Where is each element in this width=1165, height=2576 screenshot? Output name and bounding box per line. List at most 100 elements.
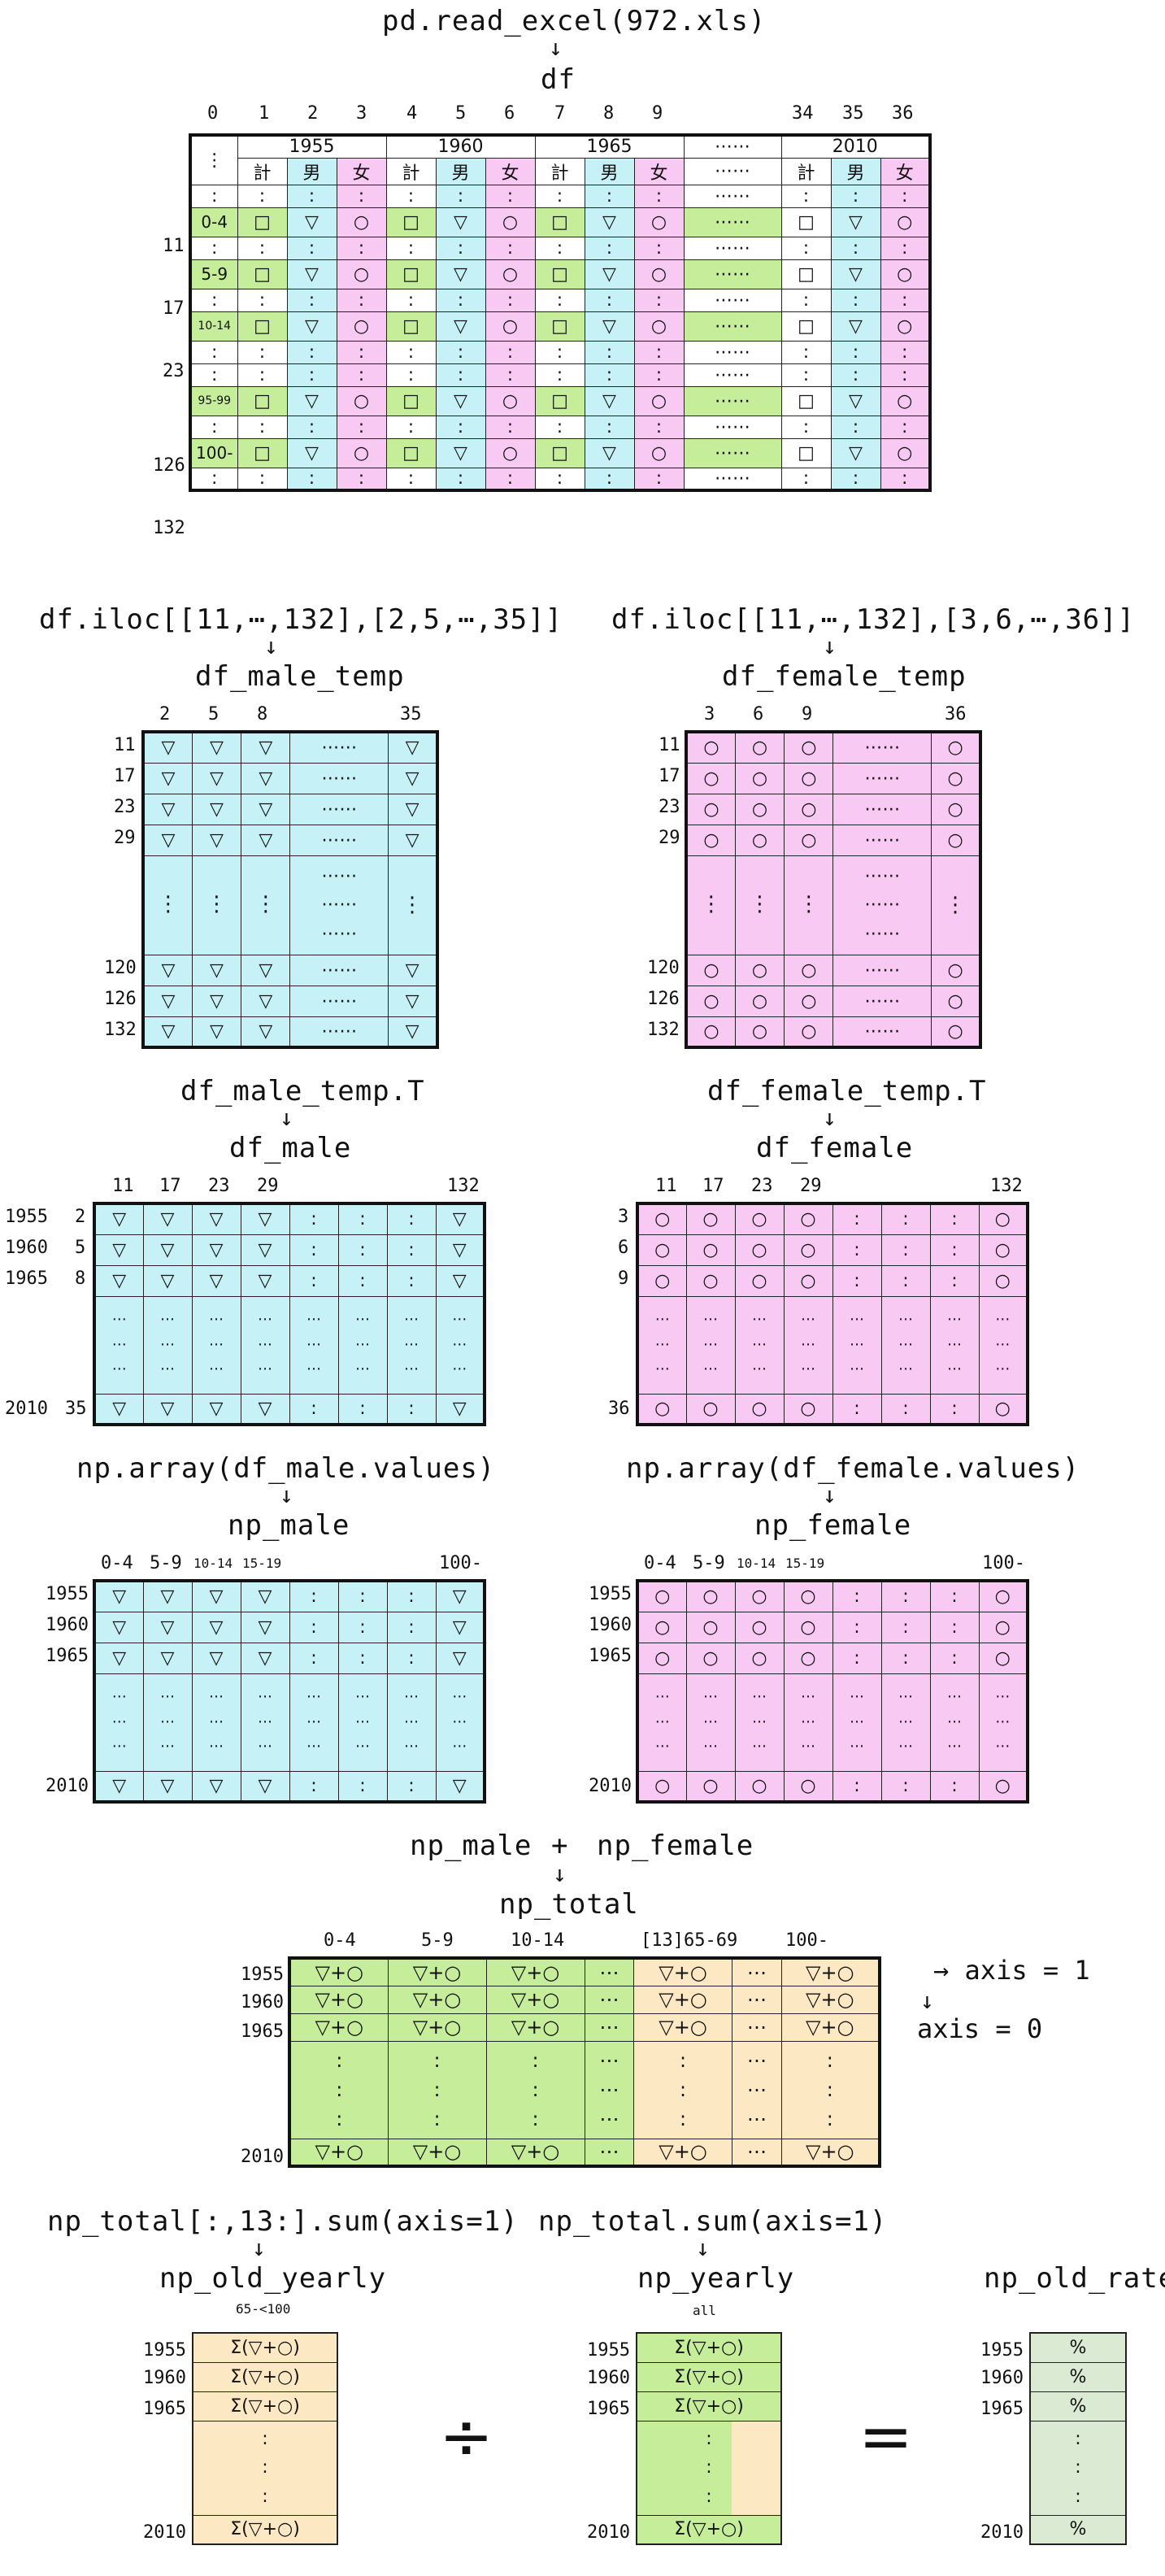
dot-cell: : [880, 1611, 931, 1643]
value-cell: ▽ [435, 1642, 485, 1674]
table-row: ○ ○ ○ ○::: ○ [637, 1393, 1028, 1425]
grid-cell: : [485, 340, 536, 364]
np-yearly-sub: all [693, 2303, 716, 2318]
table-row: Σ(▽+○) [192, 2361, 338, 2392]
grid-cell: : [534, 184, 585, 208]
col-age: 10-14 [511, 1930, 565, 1951]
grid-cell: : [485, 288, 536, 312]
value-cell: ○ [685, 1393, 736, 1425]
grid-cell: : [435, 415, 486, 439]
grid-cell: : [780, 467, 832, 491]
value-cell: ○ [734, 1642, 785, 1674]
dot-cell: : [929, 1642, 980, 1674]
value-cell: ○ [978, 1203, 1028, 1235]
year-label: 1960 [241, 1992, 284, 2012]
male-value: ▽ [286, 437, 337, 468]
plus-operator: + [551, 1830, 569, 1862]
dot-cell: : [337, 1234, 388, 1266]
value-cell: ○ [637, 1642, 687, 1674]
value-cell: ▽ [93, 1234, 144, 1266]
value-cell: ○ [734, 985, 785, 1017]
result-cell: Σ(▽+○) [192, 2391, 338, 2422]
grid-cell: ⋮ [191, 855, 242, 955]
col-index: 5 [208, 704, 220, 724]
dot-cell: : [386, 1203, 437, 1235]
grid-cell: : [385, 236, 437, 260]
value-cell: ▽ [93, 1611, 144, 1643]
col-index: 6 [753, 704, 764, 724]
ellipsis-cell: ⋯⋯ [683, 467, 782, 491]
grid-cell: : [189, 467, 238, 491]
grid-cell: ⋮ [189, 134, 238, 185]
grid-cell: ⋯ ⋯ ⋯ [435, 1673, 485, 1772]
dot-cell: : [289, 1770, 339, 1803]
grid-cell: : [584, 340, 635, 364]
value-cell: ○ [734, 1611, 785, 1643]
grid-cell: : [485, 184, 536, 208]
table-row: Σ(▽+○) [192, 2332, 338, 2363]
grid-cell: : [237, 184, 288, 208]
grid-cell: : [385, 288, 437, 312]
grid-cell: : [534, 467, 585, 491]
total-value: □ [780, 207, 832, 237]
total-value: □ [237, 259, 288, 289]
table-row: ▽ ▽ ▽ ▽::: ▽ [93, 1770, 485, 1803]
col-index: 23 [208, 1176, 230, 1196]
np-old-rate-table: %%%: : :% [1029, 2332, 1127, 2545]
value-cell: ○ [978, 1770, 1028, 1803]
result-cell: Σ(▽+○) [636, 2332, 782, 2363]
row-index: 8 [75, 1268, 86, 1289]
grid-cell: ⋯ ⋯ ⋯ [289, 1673, 339, 1772]
dot-cell: : [929, 1393, 980, 1425]
dot-cell: : [832, 1234, 882, 1266]
grid-cell: : : : [780, 2040, 880, 2139]
value-cell: ○ [784, 731, 834, 764]
continuation-row: : : : [1029, 2420, 1127, 2516]
divide-operator: ÷ [439, 2399, 494, 2474]
col-age: [13]65-69 [641, 1930, 738, 1951]
result-cell: Σ(▽+○) [192, 2332, 338, 2363]
value-cell: ▽ [240, 1234, 290, 1266]
col-age: 100- [982, 1553, 1025, 1573]
grid-cell: : [584, 236, 635, 260]
result-cell: Σ(▽+○) [192, 2361, 338, 2392]
grid-cell: : [385, 415, 437, 439]
grid-cell: : [880, 184, 931, 208]
grid-cell: ⋯ ⋯ ⋯ [929, 1673, 980, 1772]
male-value: ▽ [584, 385, 635, 416]
value-cell: ○ [685, 1770, 736, 1803]
col-index: 5 [455, 103, 467, 124]
grid-cell: : [336, 415, 387, 439]
col-index: 36 [945, 704, 967, 724]
np-female-operand: np_female [597, 1830, 754, 1862]
grid-cell: : [633, 467, 685, 491]
table-row: ○ ○ ○ ⋯⋯ ○ [685, 954, 981, 986]
grid-cell: : [880, 363, 931, 387]
grid-cell: ⋮ [784, 855, 834, 955]
continuation-row: ⋯ ⋯ ⋯ ⋯ ⋯ ⋯ ⋯ ⋯ ⋯ ⋯ ⋯ ⋯ ⋯ ⋯ ⋯ ⋯ ⋯ ⋯ ⋯ ⋯ ⋯ ⋯ ⋯ ⋯ [637, 1295, 1028, 1395]
value-cell: ▽ [191, 731, 242, 764]
gender-total: 計 [534, 157, 585, 185]
np-male-code: np.array(df_male.values) [76, 1452, 496, 1485]
ellipsis-cell: ⋯ [584, 1985, 634, 2014]
male-value: ▽ [286, 259, 337, 289]
grid-cell: ⋯ ⋯ ⋯ [240, 1673, 290, 1772]
grid-cell: ⋯ ⋯ ⋯ [93, 1673, 144, 1772]
row-index: 120 [104, 958, 137, 978]
sum-cell: ▽+○ [485, 2012, 585, 2042]
ellipsis-cell: ⋯⋯ ⋯⋯ ⋯⋯ [832, 855, 932, 955]
dot-cell: : [832, 1611, 882, 1643]
row-index: 36 [608, 1399, 630, 1419]
table-row: Σ(▽+○) [192, 2391, 338, 2422]
value-cell: ▽ [241, 793, 291, 825]
dot-cell: : [289, 1611, 339, 1643]
female-value: ○ [336, 311, 387, 342]
col-age: 5-9 [421, 1930, 454, 1951]
dot-cell: : [832, 1203, 882, 1235]
value-cell: ○ [685, 985, 736, 1017]
value-cell: ▽ [191, 1642, 241, 1674]
table-row: ○ ○ ○ ○::: ○ [637, 1580, 1028, 1612]
value-cell: ○ [978, 1393, 1028, 1425]
value-cell: ▽ [435, 1203, 485, 1235]
year-label: 1960 [5, 1238, 48, 1258]
